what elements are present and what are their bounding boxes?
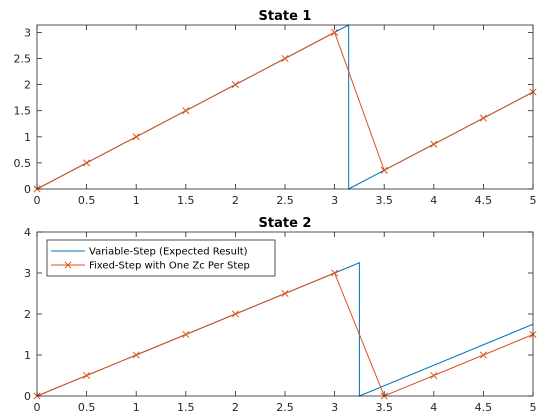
legend: Variable-Step (Expected Result) Fixed-Ste… xyxy=(46,239,276,277)
x-tick-label: 5 xyxy=(530,401,537,414)
chart-2: 0 0.5 1 1.5 2 2.5 3 3.5 4 4.5 5 0 1 2 3 4 State 2 Variabl… xyxy=(24,216,537,414)
y-tick-label: 4 xyxy=(24,226,31,239)
data-point-marker xyxy=(231,81,239,89)
data-point-marker xyxy=(83,159,91,167)
x-tick-label: 4.5 xyxy=(475,401,493,414)
x-tick-label: 4 xyxy=(430,194,437,207)
x-tick-label: 1 xyxy=(133,194,140,207)
x-tick-label: 1 xyxy=(133,401,140,414)
x-tick-label: 0 xyxy=(34,194,41,207)
legend-entry: Variable-Step (Expected Result) xyxy=(89,247,248,258)
x-tick-label: 1.5 xyxy=(177,401,195,414)
chart-title: State 2 xyxy=(259,216,312,231)
data-point-marker xyxy=(132,351,140,359)
data-point-marker xyxy=(331,269,339,277)
data-point-marker xyxy=(231,310,239,318)
plot-area xyxy=(37,25,533,189)
data-point-marker xyxy=(182,107,190,115)
x-tick-label: 0.5 xyxy=(78,194,96,207)
x-tick-label: 2 xyxy=(232,401,239,414)
y-tick-label: 1 xyxy=(24,131,31,144)
chart-title: State 1 xyxy=(259,9,312,24)
y-tick-label: 0.5 xyxy=(14,157,32,170)
legend-box xyxy=(46,239,276,277)
y-tick-label: 3 xyxy=(24,267,31,280)
x-tick-label: 3 xyxy=(331,194,338,207)
chart-1: 0 0.5 1 1.5 2 2.5 3 3.5 4 4.5 5 0 0.5 1 1.5 2 2.5 3 State … xyxy=(14,9,537,207)
x-tick-label: 4.5 xyxy=(475,194,493,207)
x-tick-label: 3.5 xyxy=(375,194,393,207)
x-tick-label: 3.5 xyxy=(375,401,393,414)
x-tick-label: 3 xyxy=(331,401,338,414)
data-point-marker xyxy=(331,28,339,36)
data-point-marker xyxy=(281,54,289,63)
data-point-marker xyxy=(479,351,487,359)
x-tick-label: 2.5 xyxy=(276,194,294,207)
data-point-marker xyxy=(430,371,438,380)
data-point-marker xyxy=(380,166,388,174)
y-tick-label: 2 xyxy=(24,79,31,92)
legend-entry: Fixed-Step with One Zc Per Step xyxy=(89,261,250,272)
y-tick-label: 2 xyxy=(24,308,31,321)
y-tick-label: 2.5 xyxy=(14,52,32,65)
data-point-marker xyxy=(479,114,487,122)
y-tick-label: 0 xyxy=(24,183,31,196)
x-tick-label: 2 xyxy=(232,194,239,207)
x-tick-label: 0.5 xyxy=(78,401,96,414)
x-tick-label: 5 xyxy=(530,194,537,207)
y-tick-label: 3 xyxy=(24,26,31,39)
legend-marker xyxy=(64,261,72,269)
x-tick-label: 2.5 xyxy=(276,401,294,414)
data-point-marker xyxy=(430,140,438,148)
y-tick-label: 0 xyxy=(24,390,31,403)
y-tick-label: 1 xyxy=(24,349,31,362)
x-tick-label: 4 xyxy=(430,401,437,414)
data-point-marker xyxy=(182,330,190,339)
y-tick-label: 1.5 xyxy=(14,105,32,118)
data-point-marker xyxy=(132,133,140,141)
data-point-marker xyxy=(83,371,91,380)
x-tick-label: 0 xyxy=(34,401,41,414)
data-point-marker xyxy=(281,289,289,298)
x-tick-label: 1.5 xyxy=(177,194,195,207)
